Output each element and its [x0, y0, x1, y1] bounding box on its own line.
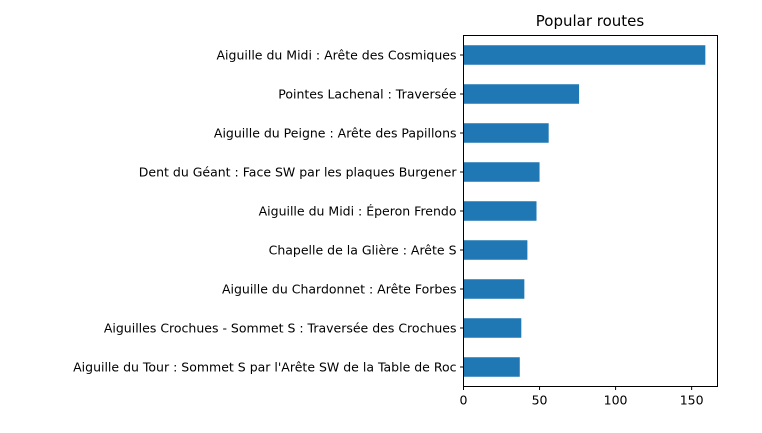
bar-4 — [463, 162, 540, 182]
bar-5 — [463, 201, 537, 221]
chart-title: Popular routes — [536, 12, 645, 30]
y-tick-label-7: Aiguille du Chardonnet : Arête Forbes — [222, 282, 457, 297]
bars-group — [463, 45, 706, 377]
x-tick-label-100: 100 — [604, 393, 628, 408]
x-axis-ticks: 0 50 100 150 — [460, 386, 704, 408]
y-tick-label-3: Aiguille du Peigne : Arête des Papillons — [214, 126, 457, 141]
bar-1 — [463, 45, 706, 65]
bar-7 — [463, 279, 525, 299]
y-tick-label-8: Aiguilles Crochues - Sommet S : Traversé… — [104, 321, 457, 336]
bar-3 — [463, 123, 549, 143]
y-tick-label-6: Chapelle de la Glière : Arête S — [269, 243, 457, 258]
y-tick-label-2: Pointes Lachenal : Traversée — [278, 87, 457, 102]
y-axis-ticks: Aiguille du Midi : Arête des Cosmiques Po… — [73, 48, 464, 375]
y-tick-label-4: Dent du Géant : Face SW par les plaques … — [139, 165, 458, 180]
x-tick-label-50: 50 — [532, 393, 548, 408]
bar-9 — [463, 357, 520, 377]
y-tick-label-1: Aiguille du Midi : Arête des Cosmiques — [217, 48, 457, 63]
x-tick-label-0: 0 — [460, 393, 468, 408]
bar-6 — [463, 240, 528, 260]
x-tick-label-150: 150 — [680, 393, 704, 408]
y-tick-label-5: Aiguille du Midi : Éperon Frendo — [259, 204, 457, 219]
bar-8 — [463, 318, 522, 338]
plot-frame — [463, 35, 718, 387]
bar-2 — [463, 84, 580, 104]
y-tick-label-9: Aiguille du Tour : Sommet S par l'Arête … — [73, 360, 457, 375]
